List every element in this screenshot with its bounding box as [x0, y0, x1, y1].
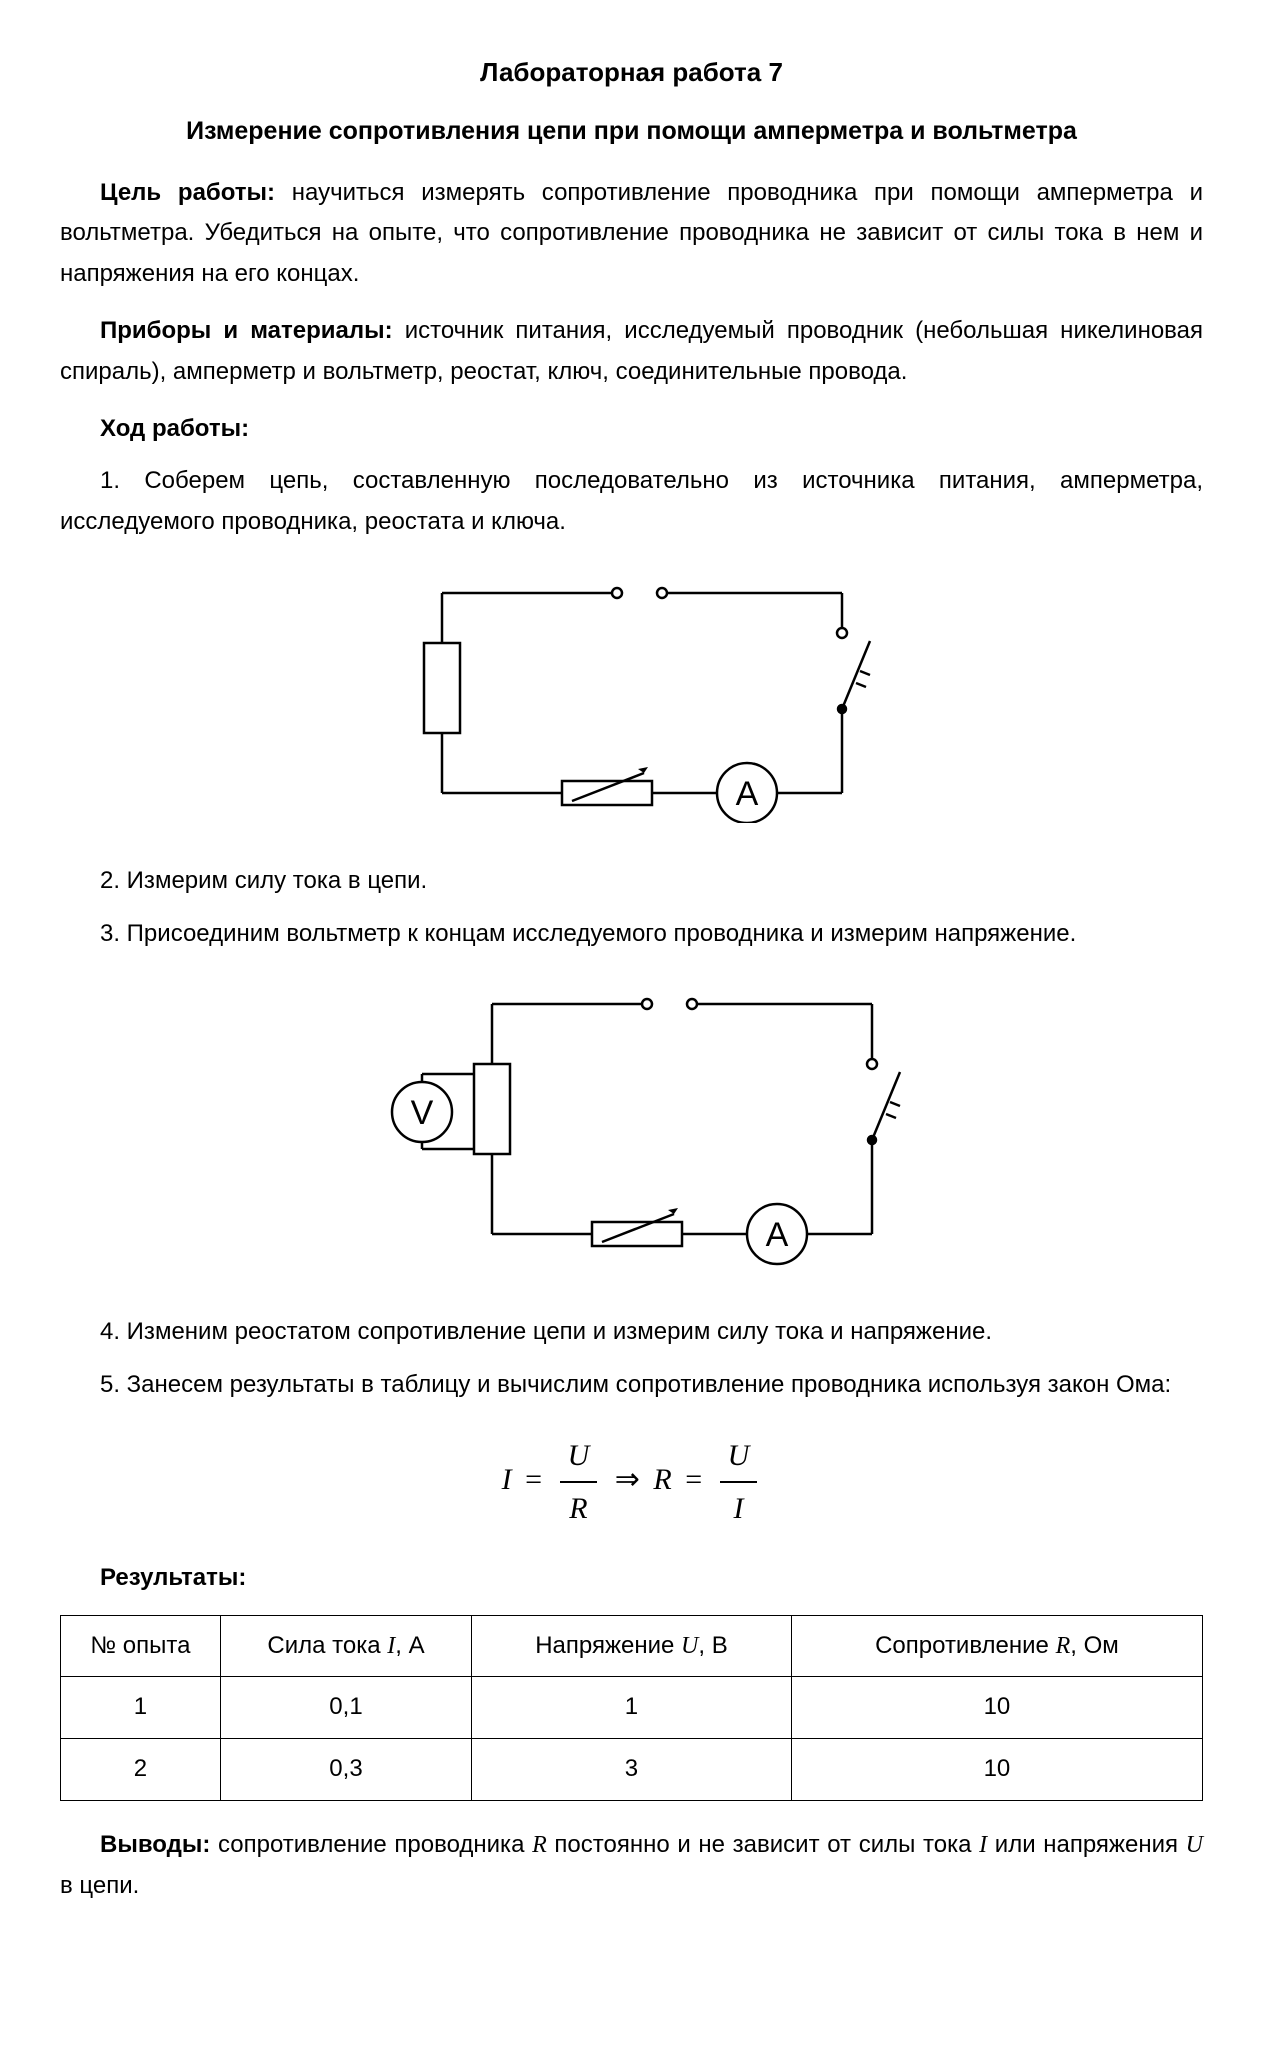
ammeter-label-2: A [765, 1216, 788, 1254]
formula-den2: I [720, 1483, 758, 1534]
conclusion-label: Выводы: [100, 1831, 210, 1858]
cell-i: 0,3 [220, 1739, 471, 1801]
col-header-current: Сила тока I, А [220, 1615, 471, 1677]
circuit-diagram-2: V A [60, 974, 1203, 1288]
formula-lhs: I [502, 1463, 512, 1496]
conclusion-paragraph: Выводы: сопротивление проводника R посто… [60, 1825, 1203, 1907]
equipment-label: Приборы и материалы: [100, 317, 393, 344]
results-table: № опыта Сила тока I, А Напряжение U, В С… [60, 1615, 1203, 1801]
table-row: 1 0,1 1 10 [61, 1677, 1203, 1739]
cell-n: 2 [61, 1739, 221, 1801]
formula-num1: U [560, 1430, 598, 1483]
lab-title: Лабораторная работа 7 [60, 50, 1203, 94]
cell-r: 10 [791, 1677, 1202, 1739]
ammeter-label-1: A [735, 775, 758, 813]
equipment-paragraph: Приборы и материалы: источник питания, и… [60, 311, 1203, 393]
col-header-n: № опыта [61, 1615, 221, 1677]
formula-eq2: = [685, 1463, 702, 1496]
cell-i: 0,1 [220, 1677, 471, 1739]
cell-n: 1 [61, 1677, 221, 1739]
procedure-header: Ход работы: [60, 409, 1203, 450]
formula-den1: R [560, 1483, 598, 1534]
col-header-resistance: Сопротивление R, Ом [791, 1615, 1202, 1677]
step-3: 3. Присоединим вольтметр к концам исслед… [60, 914, 1203, 955]
formula-eq1: = [525, 1463, 542, 1496]
col-header-voltage: Напряжение U, В [472, 1615, 792, 1677]
formula-num2: U [720, 1430, 758, 1483]
circuit-diagram-1: A [60, 563, 1203, 837]
formula-implies: ⇒ [615, 1463, 640, 1496]
results-header: Результаты: [60, 1558, 1203, 1599]
table-header-row: № опыта Сила тока I, А Напряжение U, В С… [61, 1615, 1203, 1677]
table-row: 2 0,3 3 10 [61, 1739, 1203, 1801]
step-5: 5. Занесем результаты в таблицу и вычисл… [60, 1365, 1203, 1406]
formula-mid: R [653, 1463, 671, 1496]
step-2: 2. Измерим силу тока в цепи. [60, 861, 1203, 902]
lab-subtitle: Измерение сопротивления цепи при помощи … [60, 110, 1203, 153]
cell-u: 3 [472, 1739, 792, 1801]
cell-u: 1 [472, 1677, 792, 1739]
ohms-law-formula: I = U R ⇒ R = U I [60, 1430, 1203, 1534]
voltmeter-label: V [410, 1094, 433, 1132]
goal-label: Цель работы: [100, 179, 275, 206]
cell-r: 10 [791, 1739, 1202, 1801]
goal-paragraph: Цель работы: научиться измерять сопротив… [60, 173, 1203, 295]
step-1: 1. Соберем цепь, составленную последоват… [60, 461, 1203, 543]
step-4: 4. Изменим реостатом сопротивление цепи … [60, 1312, 1203, 1353]
